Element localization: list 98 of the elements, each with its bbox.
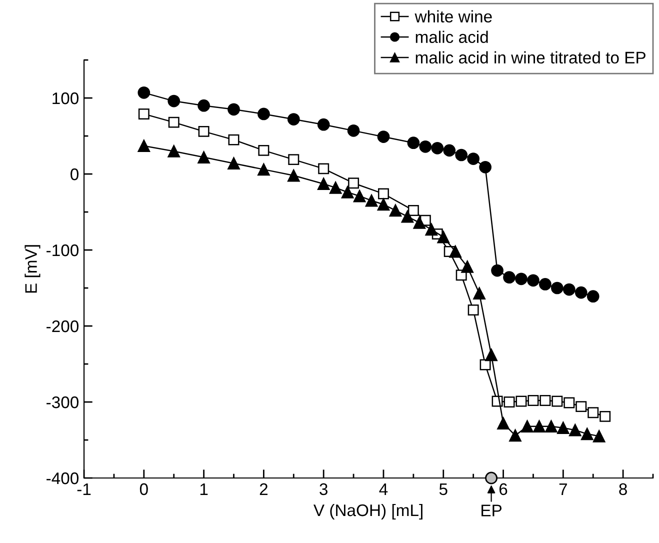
point bbox=[168, 145, 180, 158]
y-axis-title: E [mV] bbox=[24, 245, 40, 293]
point bbox=[516, 396, 527, 407]
y-tick-label: -200 bbox=[46, 320, 79, 332]
point bbox=[198, 99, 210, 112]
point bbox=[198, 151, 210, 164]
x-tick-label: 7 bbox=[559, 483, 567, 495]
point bbox=[515, 272, 528, 286]
point bbox=[550, 282, 564, 294]
point bbox=[552, 396, 563, 407]
point bbox=[288, 154, 300, 166]
x-tick-label: 3 bbox=[320, 483, 328, 496]
point bbox=[378, 188, 389, 200]
point bbox=[317, 118, 330, 131]
point bbox=[168, 116, 180, 128]
point bbox=[574, 286, 588, 299]
point bbox=[468, 304, 479, 316]
point bbox=[540, 394, 551, 406]
point bbox=[449, 245, 462, 258]
point bbox=[588, 407, 599, 418]
point bbox=[198, 126, 210, 137]
y-tick-label: 0 bbox=[70, 168, 79, 180]
point bbox=[401, 210, 414, 223]
legend-label: white wine bbox=[414, 10, 492, 22]
point bbox=[329, 182, 342, 194]
point bbox=[407, 136, 420, 150]
point bbox=[168, 94, 180, 108]
point bbox=[497, 417, 510, 430]
y-tick-label: -300 bbox=[46, 396, 79, 408]
point bbox=[138, 108, 150, 120]
y-tick-label: 100 bbox=[52, 92, 79, 104]
point bbox=[347, 124, 360, 137]
point bbox=[317, 178, 330, 190]
point bbox=[425, 223, 438, 236]
x-tick-label: 6 bbox=[499, 483, 508, 496]
point bbox=[527, 274, 540, 287]
point bbox=[318, 163, 330, 174]
point bbox=[473, 287, 486, 300]
point bbox=[491, 264, 504, 277]
x-tick-label: 1 bbox=[200, 483, 208, 495]
point bbox=[479, 160, 492, 174]
x-axis-title: V (NaOH) [mL] bbox=[313, 504, 422, 520]
point bbox=[287, 169, 300, 182]
point bbox=[365, 194, 378, 207]
point bbox=[419, 140, 432, 153]
x-tick-label: 5 bbox=[439, 483, 448, 496]
point bbox=[377, 198, 390, 211]
x-tick-label: 0 bbox=[140, 483, 148, 496]
point bbox=[562, 283, 576, 296]
annotation: EP bbox=[482, 504, 502, 516]
point bbox=[485, 348, 498, 362]
point bbox=[389, 204, 402, 217]
point bbox=[455, 148, 468, 162]
x-tick-label: 4 bbox=[379, 483, 388, 495]
point bbox=[533, 420, 546, 433]
x-tick-label: 8 bbox=[619, 483, 627, 496]
point bbox=[348, 178, 360, 189]
point bbox=[480, 359, 491, 370]
point bbox=[228, 157, 240, 170]
y-tick-label: -100 bbox=[46, 244, 79, 256]
point bbox=[353, 190, 366, 202]
point bbox=[377, 130, 390, 143]
point bbox=[138, 86, 150, 99]
point bbox=[461, 260, 474, 273]
point bbox=[228, 134, 240, 146]
point bbox=[580, 428, 594, 440]
point bbox=[576, 401, 587, 412]
point bbox=[258, 108, 270, 120]
point bbox=[437, 230, 450, 244]
point bbox=[545, 420, 558, 433]
point bbox=[568, 424, 582, 436]
point bbox=[600, 410, 611, 422]
legend-label: malic acid bbox=[416, 30, 488, 44]
point bbox=[592, 430, 606, 442]
point bbox=[258, 163, 270, 176]
point bbox=[509, 429, 522, 442]
point bbox=[528, 394, 539, 406]
point bbox=[503, 271, 516, 284]
point bbox=[341, 186, 354, 198]
point bbox=[413, 216, 426, 229]
point bbox=[287, 113, 300, 126]
point bbox=[556, 422, 570, 434]
x-tick-label: 2 bbox=[260, 483, 268, 495]
point bbox=[431, 142, 444, 154]
point bbox=[467, 152, 480, 165]
point bbox=[564, 397, 575, 408]
point bbox=[258, 144, 270, 156]
legend-label: malic acid in wine titrated to EP bbox=[416, 51, 646, 64]
point bbox=[138, 140, 150, 152]
point bbox=[504, 396, 515, 408]
point bbox=[539, 278, 552, 290]
x-tick-label: -1 bbox=[77, 483, 91, 495]
point bbox=[521, 420, 534, 433]
point bbox=[443, 144, 456, 157]
point bbox=[586, 290, 600, 303]
point bbox=[228, 103, 240, 116]
y-tick-label: -400 bbox=[46, 472, 79, 484]
point bbox=[408, 204, 419, 216]
